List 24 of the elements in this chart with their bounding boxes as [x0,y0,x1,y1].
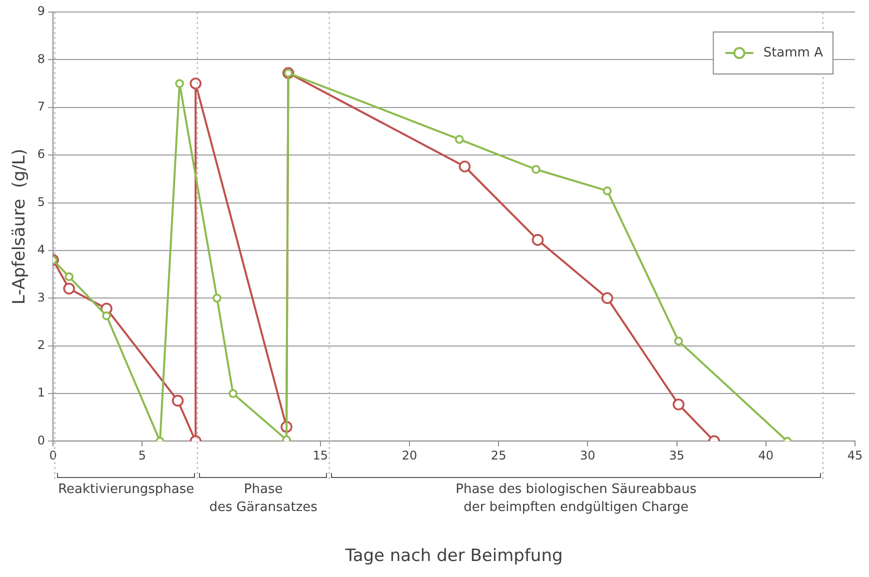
x-tick-label: 40 [758,448,774,463]
text: Phase des Gäransatzes [209,482,318,516]
y-tick-label: 8 [37,52,46,66]
x-tick-label: 35 [669,448,684,463]
y-axis-title: L-Apfelsäure (g/L) [10,148,30,304]
y-tick-label: 0 [37,433,46,448]
y-tick-label: 9 [37,4,46,18]
text: Reaktivierungsphase [58,482,194,498]
x-axis-title: Tage nach der Beimpfung [344,546,563,566]
y-tick-label: 3 [37,290,46,304]
y-tick-label: 2 [37,338,46,352]
x-tick-label: 5 [138,448,146,463]
x-tick-label: 30 [580,448,596,463]
y-tick-label: 6 [37,147,46,162]
x-tick-label: 25 [490,448,506,463]
x-tick-label: 20 [402,448,418,463]
y-tick-label: 7 [37,100,46,114]
x-tick-label: 15 [312,448,328,463]
text: Phase des biologischen Säureabbaus der beimpften endgültigen Charge [456,482,697,516]
x-tick-label: 45 [847,448,863,463]
y-tick-label: 5 [37,194,46,209]
y-tick-label: 1 [37,386,46,400]
y-tick-label: 4 [37,242,46,257]
legend-label: Stamm A [763,45,824,60]
